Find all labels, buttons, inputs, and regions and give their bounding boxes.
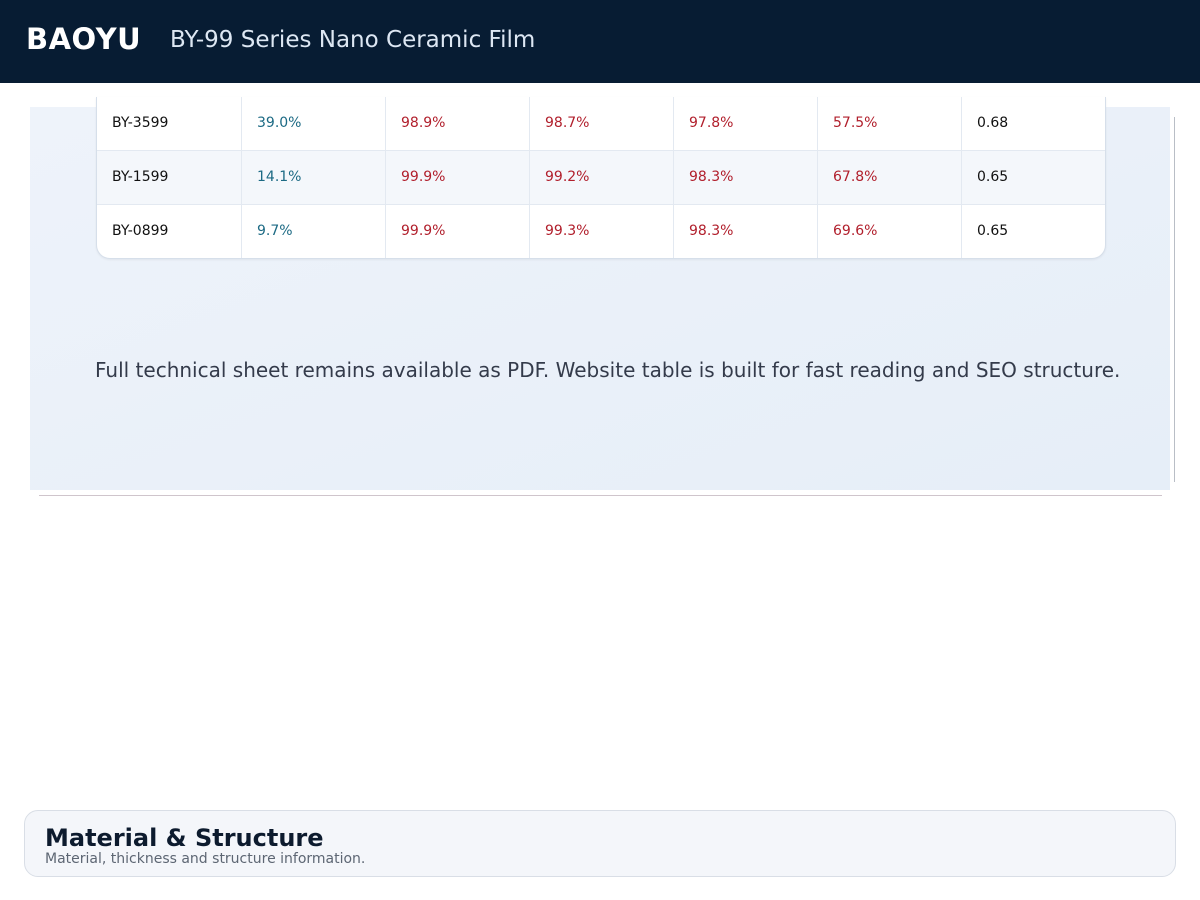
divider (1174, 117, 1175, 482)
section-subtitle: Material, thickness and structure inform… (45, 851, 366, 867)
table-cell: 99.9% (385, 151, 529, 204)
table-cell: 14.1% (241, 151, 385, 204)
table-cell: 0.65 (961, 205, 1105, 258)
table-cell: 98.9% (385, 97, 529, 150)
table-cell: BY-1599 (112, 169, 169, 185)
separator (39, 495, 1162, 496)
table-cell: 67.8% (817, 151, 961, 204)
brand[interactable]: BAOYU (26, 22, 142, 56)
spec-table: BY-3599 39.0% 98.9% 98.7% 97.8% 57.5% 0.68 BY-1… (96, 97, 1106, 259)
header: BAOYU BY-99 Series Nano Ceramic Film (0, 0, 1200, 83)
table-cell: 0.65 (961, 151, 1105, 204)
note: Full technical sheet remains available a… (95, 358, 1121, 382)
section-title: Material & Structure (45, 824, 324, 852)
table-cell: BY-3599 (112, 115, 169, 131)
table-cell: 57.5% (817, 97, 961, 150)
table-cell: 98.7% (529, 97, 673, 150)
table-cell: 0.68 (961, 97, 1105, 150)
table-cell: 9.7% (241, 205, 385, 258)
table-row: BY-1599 14.1% 99.9% 99.2% 98.3% 67.8% 0.65 (97, 150, 1105, 204)
section-card[interactable]: Material & Structure Material, thickness… (24, 810, 1176, 877)
table-cell: 99.9% (385, 205, 529, 258)
table-cell: 97.8% (673, 97, 817, 150)
table-row: BY-0899 9.7% 99.9% 99.3% 98.3% 69.6% 0.65 (97, 204, 1105, 258)
table-cell: 69.6% (817, 205, 961, 258)
page-title: BY-99 Series Nano Ceramic Film (170, 27, 536, 53)
table-cell: 98.3% (673, 205, 817, 258)
table-cell: 99.3% (529, 205, 673, 258)
table-cell: 98.3% (673, 151, 817, 204)
table-cell: 39.0% (241, 97, 385, 150)
table-row: BY-3599 39.0% 98.9% 98.7% 97.8% 57.5% 0.68 (97, 97, 1105, 150)
table-cell: 99.2% (529, 151, 673, 204)
table-cell: BY-0899 (112, 223, 169, 239)
